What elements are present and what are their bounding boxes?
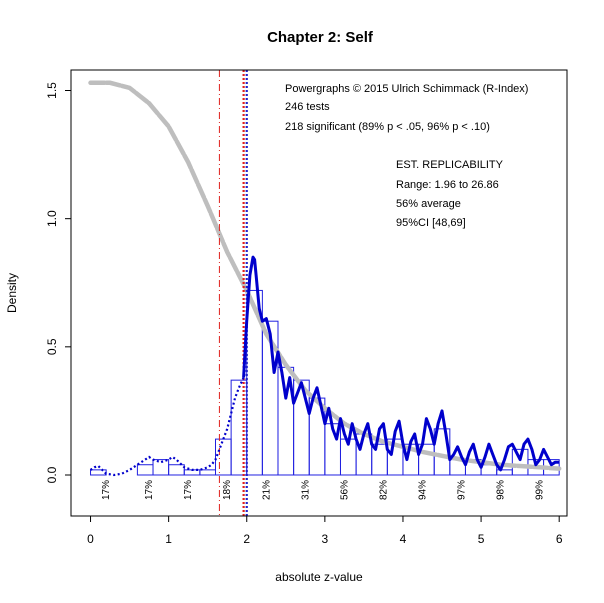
- histogram: [90, 289, 560, 476]
- y-tick-label-3: 1.5: [45, 82, 59, 99]
- power-label-7: 82%: [378, 480, 389, 500]
- y-tick-label-2: 1.0: [45, 210, 59, 227]
- x-tick-label-6: 6: [556, 532, 563, 546]
- x-tick-label-3: 3: [322, 532, 329, 546]
- histogram-bar-4: [152, 459, 170, 476]
- power-label-6: 56%: [339, 480, 350, 500]
- power-labels: 17% 17% 17% 18% 21% 31% 56% 82% 94% 97% 98% 99%: [101, 480, 546, 500]
- chart-title: Chapter 2: Self: [267, 29, 374, 46]
- y-axis: 0.0 0.5 1.0 1.5: [45, 82, 72, 483]
- histogram-bar-25: [480, 464, 498, 476]
- x-tick-label-4: 4: [400, 532, 407, 546]
- replicability-block: EST. REPLICABILITY Range: 1.96 to 26.86 …: [396, 159, 504, 229]
- power-label-5: 31%: [300, 480, 311, 500]
- x-axis: 0 1 2 3 4 5 6: [87, 515, 563, 546]
- histogram-bar-5: [168, 464, 185, 476]
- info-line-significant: 218 significant (89% p < .05, 96% p < .1…: [285, 121, 490, 133]
- x-tick-label-5: 5: [478, 532, 485, 546]
- replicability-heading: EST. REPLICABILITY: [396, 159, 504, 171]
- histogram-bar-26: [496, 469, 513, 476]
- power-label-8: 94%: [418, 480, 429, 500]
- y-tick-label-0: 0.0: [45, 466, 59, 483]
- info-line-tests: 246 tests: [285, 101, 330, 113]
- density-layer: [89, 255, 560, 477]
- replicability-range: Range: 1.96 to 26.86: [396, 179, 499, 191]
- histogram-bar-27: [511, 448, 529, 476]
- plot-frame: [70, 69, 568, 517]
- criterion-lines: [218, 70, 248, 516]
- histogram-bar-7: [199, 469, 217, 476]
- replicability-average: 56% average: [396, 198, 461, 210]
- power-label-1: 17%: [144, 480, 155, 500]
- info-block: Powergraphs © 2015 Ulrich Schimmack (R-I…: [285, 83, 528, 133]
- x-tick-label-1: 1: [165, 532, 172, 546]
- density-curve-significant: [242, 255, 560, 472]
- histogram-bar-17: [355, 433, 373, 476]
- histogram-bar-0: [90, 469, 107, 476]
- y-axis-label: Density: [5, 273, 19, 313]
- power-label-3: 18%: [222, 480, 233, 500]
- fit-curve-layer: [88, 80, 562, 471]
- power-label-11: 99%: [535, 480, 546, 500]
- power-label-2: 17%: [183, 480, 194, 500]
- y-tick-label-1: 0.5: [45, 338, 59, 355]
- x-tick-label-0: 0: [87, 532, 94, 546]
- x-tick-label-2: 2: [243, 532, 250, 546]
- replicability-ci: 95%CI [48,69]: [396, 217, 466, 229]
- histogram-bar-3: [136, 464, 154, 476]
- power-label-10: 98%: [496, 480, 507, 500]
- density-curve-nonsignificant: [89, 377, 245, 477]
- power-label-9: 97%: [457, 480, 468, 500]
- info-line-credit: Powergraphs © 2015 Ulrich Schimmack (R-I…: [285, 83, 528, 95]
- x-axis-label: absolute z-value: [275, 570, 363, 584]
- power-label-4: 21%: [261, 480, 272, 500]
- power-label-0: 17%: [101, 480, 112, 500]
- fit-curve: [88, 80, 562, 471]
- histogram-bar-8: [215, 438, 232, 476]
